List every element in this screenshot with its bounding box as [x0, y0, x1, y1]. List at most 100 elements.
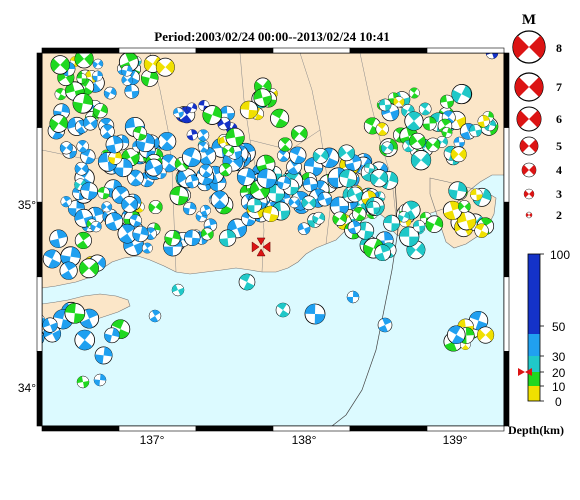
earthquake-symbol: [346, 290, 360, 304]
earthquake-symbol: [447, 325, 466, 345]
earthquake-symbol: [79, 258, 99, 279]
earthquake-symbol: [218, 229, 237, 247]
earthquake-symbol: [338, 144, 355, 162]
earthquake-symbol: [121, 74, 134, 86]
magnitude-label: 8: [556, 41, 562, 55]
earthquake-symbol: [291, 125, 308, 142]
earthquake-symbol: [474, 223, 489, 238]
earthquake-symbol: [60, 196, 72, 208]
earthquake-symbol: [49, 229, 68, 248]
earthquake-symbol: [54, 88, 67, 101]
earthquake-symbol: [275, 302, 291, 318]
depth-label: 100: [550, 248, 570, 262]
earthquake-symbol: [164, 229, 181, 247]
earthquake-symbol: [144, 158, 163, 177]
earthquake-symbol: [410, 150, 432, 171]
depth-bar-frame: [527, 253, 541, 402]
earthquake-symbol: [378, 98, 392, 112]
earthquake-symbol: [74, 231, 92, 250]
earthquake-symbol: [239, 100, 259, 120]
earthquake-symbol: [409, 132, 426, 150]
earthquake-symbol: [104, 327, 120, 344]
earthquake-symbol: [199, 163, 213, 178]
depth-legend: 100 50 30 20 10 0 Depth(km): [508, 248, 570, 437]
earthquake-symbol: [186, 102, 198, 114]
earthquake-symbol: [183, 201, 197, 216]
depth-legend-title: Depth(km): [508, 423, 564, 437]
earthquake-symbol: [74, 161, 89, 176]
lat-tick-label: 34°: [18, 381, 36, 395]
earthquake-symbol: [42, 249, 62, 269]
depth-label: 10: [552, 380, 566, 394]
depth-marker-icon: [518, 368, 532, 376]
earthquake-symbol: [451, 84, 472, 105]
earthquake-symbol: [93, 373, 107, 387]
earthquake-symbol: [197, 141, 209, 153]
earthquake-symbol: [332, 211, 347, 226]
earthquake-symbol: [312, 148, 329, 164]
earthquake-symbol: [103, 86, 117, 100]
earthquake-symbol: [485, 53, 499, 60]
earthquake-symbol: [425, 215, 444, 233]
earthquake-symbol: [218, 163, 233, 177]
magnitude-label: 7: [556, 80, 562, 94]
earthquake-symbol: [21, 333, 33, 345]
depth-label: 30: [552, 350, 566, 364]
earthquake-symbol: [132, 225, 149, 243]
lon-tick-label: 138°: [292, 433, 317, 447]
earthquake-symbol: [80, 182, 98, 200]
earthquake-symbol: [477, 115, 490, 128]
earthquake-symbol: [92, 58, 104, 70]
earthquake-symbol: [42, 317, 58, 333]
earthquake-symbol: [238, 273, 256, 291]
earthquake-symbol: [169, 186, 189, 206]
earthquake-symbol: [361, 190, 377, 206]
earthquake-symbol: [256, 154, 276, 174]
earthquake-symbol: [227, 218, 247, 239]
earthquake-symbol: [117, 223, 138, 244]
magnitude-legend: M 8 7 6 5 4 3 2: [512, 12, 562, 222]
earthquake-symbol: [317, 191, 333, 207]
earthquake-symbol: [441, 127, 453, 138]
earthquake-symbol: [399, 226, 420, 247]
earthquake-symbol: [200, 204, 211, 216]
earthquake-symbol: [270, 108, 290, 128]
magnitude-label: 5: [556, 139, 562, 153]
earthquake-symbol: [171, 283, 185, 297]
earthquake-symbol: [304, 303, 326, 325]
magnitude-legend-symbol: [512, 30, 546, 64]
earthquake-symbols: [21, 53, 499, 389]
earthquake-symbol: [377, 317, 393, 333]
earthquake-symbol: [94, 346, 113, 365]
earthquake-symbol: [148, 309, 162, 323]
earthquake-symbol: [74, 53, 94, 69]
earthquake-symbol: [418, 102, 432, 116]
earthquake-symbol: [469, 124, 482, 138]
earthquake-symbol: [121, 65, 133, 77]
magnitude-legend-symbol: [514, 72, 544, 102]
depth-band-30-20: [528, 356, 540, 372]
depth-band-50-30: [528, 334, 540, 356]
earthquake-symbol: [302, 177, 318, 192]
earthquake-symbol: [225, 127, 245, 147]
magnitude-label: 6: [556, 112, 562, 126]
magnitude-legend-symbol: [525, 211, 533, 219]
earthquake-symbol: [101, 201, 113, 213]
earthquake-symbol: [477, 326, 495, 344]
earthquake-symbol: [132, 126, 147, 141]
earthquake-symbol: [370, 169, 389, 188]
earthquake-symbol: [105, 135, 124, 154]
earthquake-symbol: [412, 219, 426, 233]
earthquake-symbol: [222, 144, 235, 157]
magnitude-legend-symbols: [512, 30, 546, 219]
earthquake-symbol: [366, 200, 381, 215]
earthquake-symbol: [76, 375, 90, 389]
earthquake-symbol: [347, 220, 362, 235]
earthquake-symbol: [100, 124, 115, 139]
earthquake-symbol: [442, 200, 463, 221]
earthquake-symbol: [338, 169, 358, 188]
earthquake-symbol: [124, 84, 140, 99]
earthquake-symbol: [76, 73, 88, 84]
earthquake-symbol: [59, 261, 78, 280]
